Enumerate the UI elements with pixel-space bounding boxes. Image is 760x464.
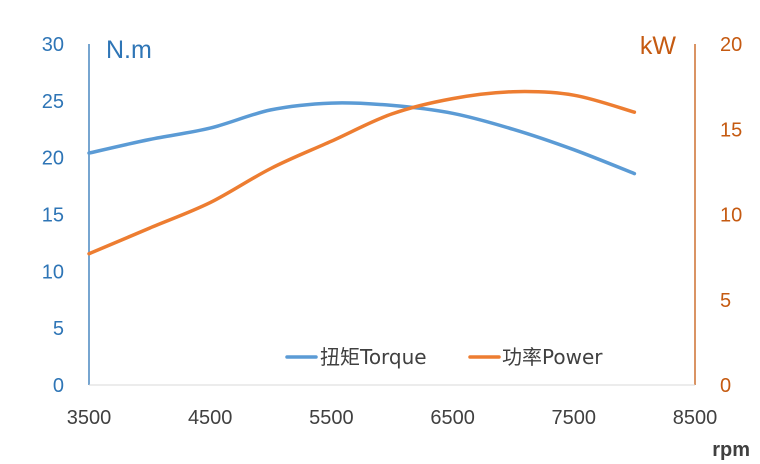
right-y-axis-label: kW [640, 32, 677, 60]
right-y-tick-label: 5 [720, 290, 731, 312]
series-lines [87, 89, 637, 256]
right-y-tick-label: 15 [720, 119, 742, 141]
x-tick-labels: 3500 4500 5500 6500 7500 8500 [67, 407, 718, 429]
x-tick-label: 4500 [188, 407, 233, 429]
torque-series-line [87, 101, 637, 176]
x-tick-label: 7500 [552, 407, 597, 429]
left-y-tick-label: 0 [53, 375, 64, 397]
left-y-tick-label: 10 [42, 261, 64, 283]
right-y-tick-labels: 0 5 10 15 20 [720, 34, 742, 397]
left-y-tick-label: 30 [42, 34, 64, 56]
x-tick-label: 3500 [67, 407, 112, 429]
left-y-tick-label: 5 [53, 318, 64, 340]
x-tick-label: 8500 [673, 407, 718, 429]
right-y-tick-label: 10 [720, 205, 742, 227]
right-y-tick-label: 0 [720, 375, 731, 397]
left-y-tick-labels: 0 5 10 15 20 25 30 [42, 34, 64, 397]
left-y-tick-label: 15 [42, 205, 64, 227]
legend-label-power: 功率Power [502, 345, 603, 369]
left-y-axis-label: N.m [106, 36, 152, 64]
x-tick-label: 5500 [309, 407, 354, 429]
left-y-tick-label: 20 [42, 148, 64, 170]
legend-label-torque: 扭矩Torque [320, 345, 427, 369]
x-tick-label: 6500 [430, 407, 475, 429]
x-axis-label: rpm [712, 439, 750, 461]
power-series-line [87, 89, 637, 256]
right-y-tick-label: 20 [720, 34, 742, 56]
left-y-tick-label: 25 [42, 91, 64, 113]
legend: 扭矩Torque 功率Power [285, 345, 603, 369]
